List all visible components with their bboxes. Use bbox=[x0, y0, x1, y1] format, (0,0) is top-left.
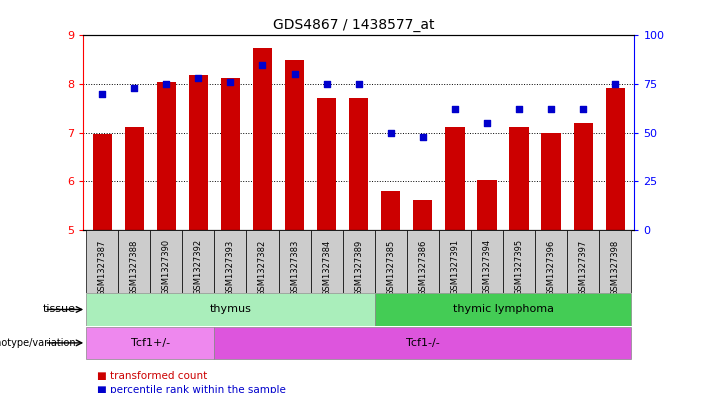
Bar bbox=[541, 132, 561, 230]
Text: GSM1327389: GSM1327389 bbox=[354, 239, 363, 296]
Bar bbox=[342, 230, 375, 293]
Bar bbox=[573, 123, 593, 230]
Bar bbox=[317, 97, 336, 230]
Bar bbox=[375, 294, 632, 325]
Text: tissue: tissue bbox=[43, 305, 76, 314]
Bar bbox=[278, 230, 311, 293]
Text: GSM1327397: GSM1327397 bbox=[579, 239, 588, 296]
Bar bbox=[86, 230, 118, 293]
Bar bbox=[253, 48, 272, 230]
Point bbox=[321, 81, 332, 87]
Bar bbox=[471, 230, 503, 293]
Text: GSM1327398: GSM1327398 bbox=[611, 239, 620, 296]
Bar bbox=[477, 180, 497, 230]
Text: thymus: thymus bbox=[210, 305, 252, 314]
Point bbox=[513, 106, 525, 112]
Bar bbox=[86, 327, 214, 359]
Point bbox=[481, 120, 492, 126]
Bar bbox=[221, 78, 240, 230]
Point bbox=[609, 81, 621, 87]
Point bbox=[128, 85, 140, 91]
Text: GSM1327396: GSM1327396 bbox=[547, 239, 556, 296]
Point bbox=[417, 133, 428, 140]
Text: GSM1327387: GSM1327387 bbox=[97, 239, 107, 296]
Bar bbox=[86, 294, 375, 325]
Bar bbox=[189, 75, 208, 230]
Point bbox=[97, 90, 108, 97]
Text: GSM1327383: GSM1327383 bbox=[290, 239, 299, 296]
Text: GSM1327394: GSM1327394 bbox=[482, 239, 492, 296]
Bar bbox=[247, 230, 278, 293]
Bar bbox=[156, 82, 176, 230]
Bar bbox=[92, 134, 112, 230]
Text: GSM1327384: GSM1327384 bbox=[322, 239, 331, 296]
Bar bbox=[150, 230, 182, 293]
Point bbox=[545, 106, 557, 112]
Bar bbox=[606, 88, 625, 230]
Bar bbox=[214, 230, 247, 293]
Bar bbox=[214, 327, 632, 359]
Bar bbox=[510, 127, 528, 230]
Bar bbox=[413, 200, 433, 230]
Bar bbox=[503, 230, 535, 293]
Text: ■ percentile rank within the sample: ■ percentile rank within the sample bbox=[97, 385, 286, 393]
Text: GSM1327390: GSM1327390 bbox=[162, 239, 171, 296]
Text: GSM1327391: GSM1327391 bbox=[451, 239, 459, 296]
Text: GSM1327392: GSM1327392 bbox=[194, 239, 203, 296]
Bar bbox=[381, 191, 400, 230]
Bar bbox=[599, 230, 632, 293]
Text: Tcf1+/-: Tcf1+/- bbox=[131, 338, 170, 348]
Point bbox=[289, 71, 301, 77]
Text: ■ transformed count: ■ transformed count bbox=[97, 371, 208, 381]
Point bbox=[161, 81, 172, 87]
Bar bbox=[182, 230, 214, 293]
Text: Tcf1-/-: Tcf1-/- bbox=[406, 338, 440, 348]
Bar bbox=[567, 230, 599, 293]
Text: GSM1327388: GSM1327388 bbox=[130, 239, 138, 296]
Point bbox=[225, 79, 236, 85]
Point bbox=[449, 106, 461, 112]
Text: GSM1327393: GSM1327393 bbox=[226, 239, 235, 296]
Bar bbox=[446, 127, 464, 230]
Bar bbox=[535, 230, 567, 293]
Bar bbox=[407, 230, 439, 293]
Bar bbox=[285, 60, 304, 230]
Point bbox=[353, 81, 365, 87]
Point bbox=[193, 75, 204, 81]
Bar bbox=[311, 230, 342, 293]
Text: GDS4867 / 1438577_at: GDS4867 / 1438577_at bbox=[273, 18, 434, 32]
Point bbox=[578, 106, 589, 112]
Bar bbox=[118, 230, 150, 293]
Text: GSM1327395: GSM1327395 bbox=[515, 239, 523, 296]
Text: thymic lymphoma: thymic lymphoma bbox=[453, 305, 554, 314]
Bar bbox=[375, 230, 407, 293]
Point bbox=[385, 129, 397, 136]
Text: genotype/variation: genotype/variation bbox=[0, 338, 76, 348]
Text: GSM1327382: GSM1327382 bbox=[258, 239, 267, 296]
Bar bbox=[349, 97, 368, 230]
Text: GSM1327386: GSM1327386 bbox=[418, 239, 428, 296]
Text: GSM1327385: GSM1327385 bbox=[386, 239, 395, 296]
Point bbox=[257, 61, 268, 68]
Bar bbox=[439, 230, 471, 293]
Bar bbox=[125, 127, 144, 230]
